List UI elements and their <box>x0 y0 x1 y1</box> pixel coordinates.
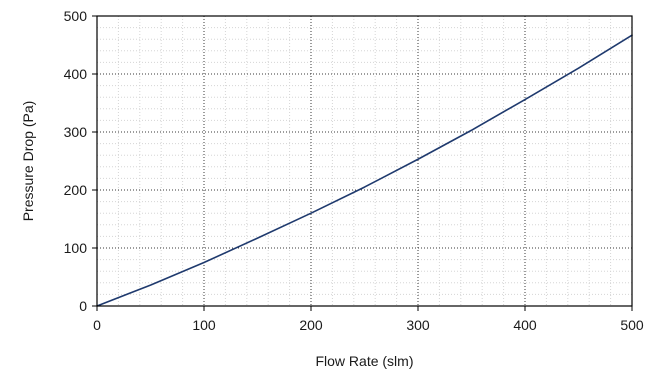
y-tick-label: 0 <box>79 298 87 314</box>
y-tick-label: 300 <box>64 124 88 140</box>
plot-border <box>96 15 633 307</box>
y-tick-label: 100 <box>64 240 88 256</box>
x-axis-label: Flow Rate (slm) <box>315 353 413 369</box>
plot-frame <box>96 15 633 307</box>
plot-area <box>97 16 632 306</box>
minor-grid <box>97 16 632 306</box>
major-grid <box>97 16 632 306</box>
y-tick-label: 500 <box>64 8 88 24</box>
plot-background <box>97 16 632 306</box>
x-tick-label: 200 <box>299 317 323 333</box>
x-tick-label: 100 <box>192 317 216 333</box>
series-layer <box>96 34 633 307</box>
x-tick-label: 0 <box>93 317 101 333</box>
x-tick-label: 300 <box>406 317 430 333</box>
y-tick-label: 400 <box>64 66 88 82</box>
y-tick-label: 200 <box>64 182 88 198</box>
y-axis-ticks: 0 100 200 300 400 500 <box>64 8 97 314</box>
x-tick-label: 400 <box>513 317 537 333</box>
y-axis-label: Pressure Drop (Pa) <box>20 101 36 222</box>
x-axis-ticks: 0 100 200 300 400 500 <box>93 306 644 333</box>
x-tick-label: 500 <box>620 317 644 333</box>
series-line-0 <box>96 34 633 307</box>
